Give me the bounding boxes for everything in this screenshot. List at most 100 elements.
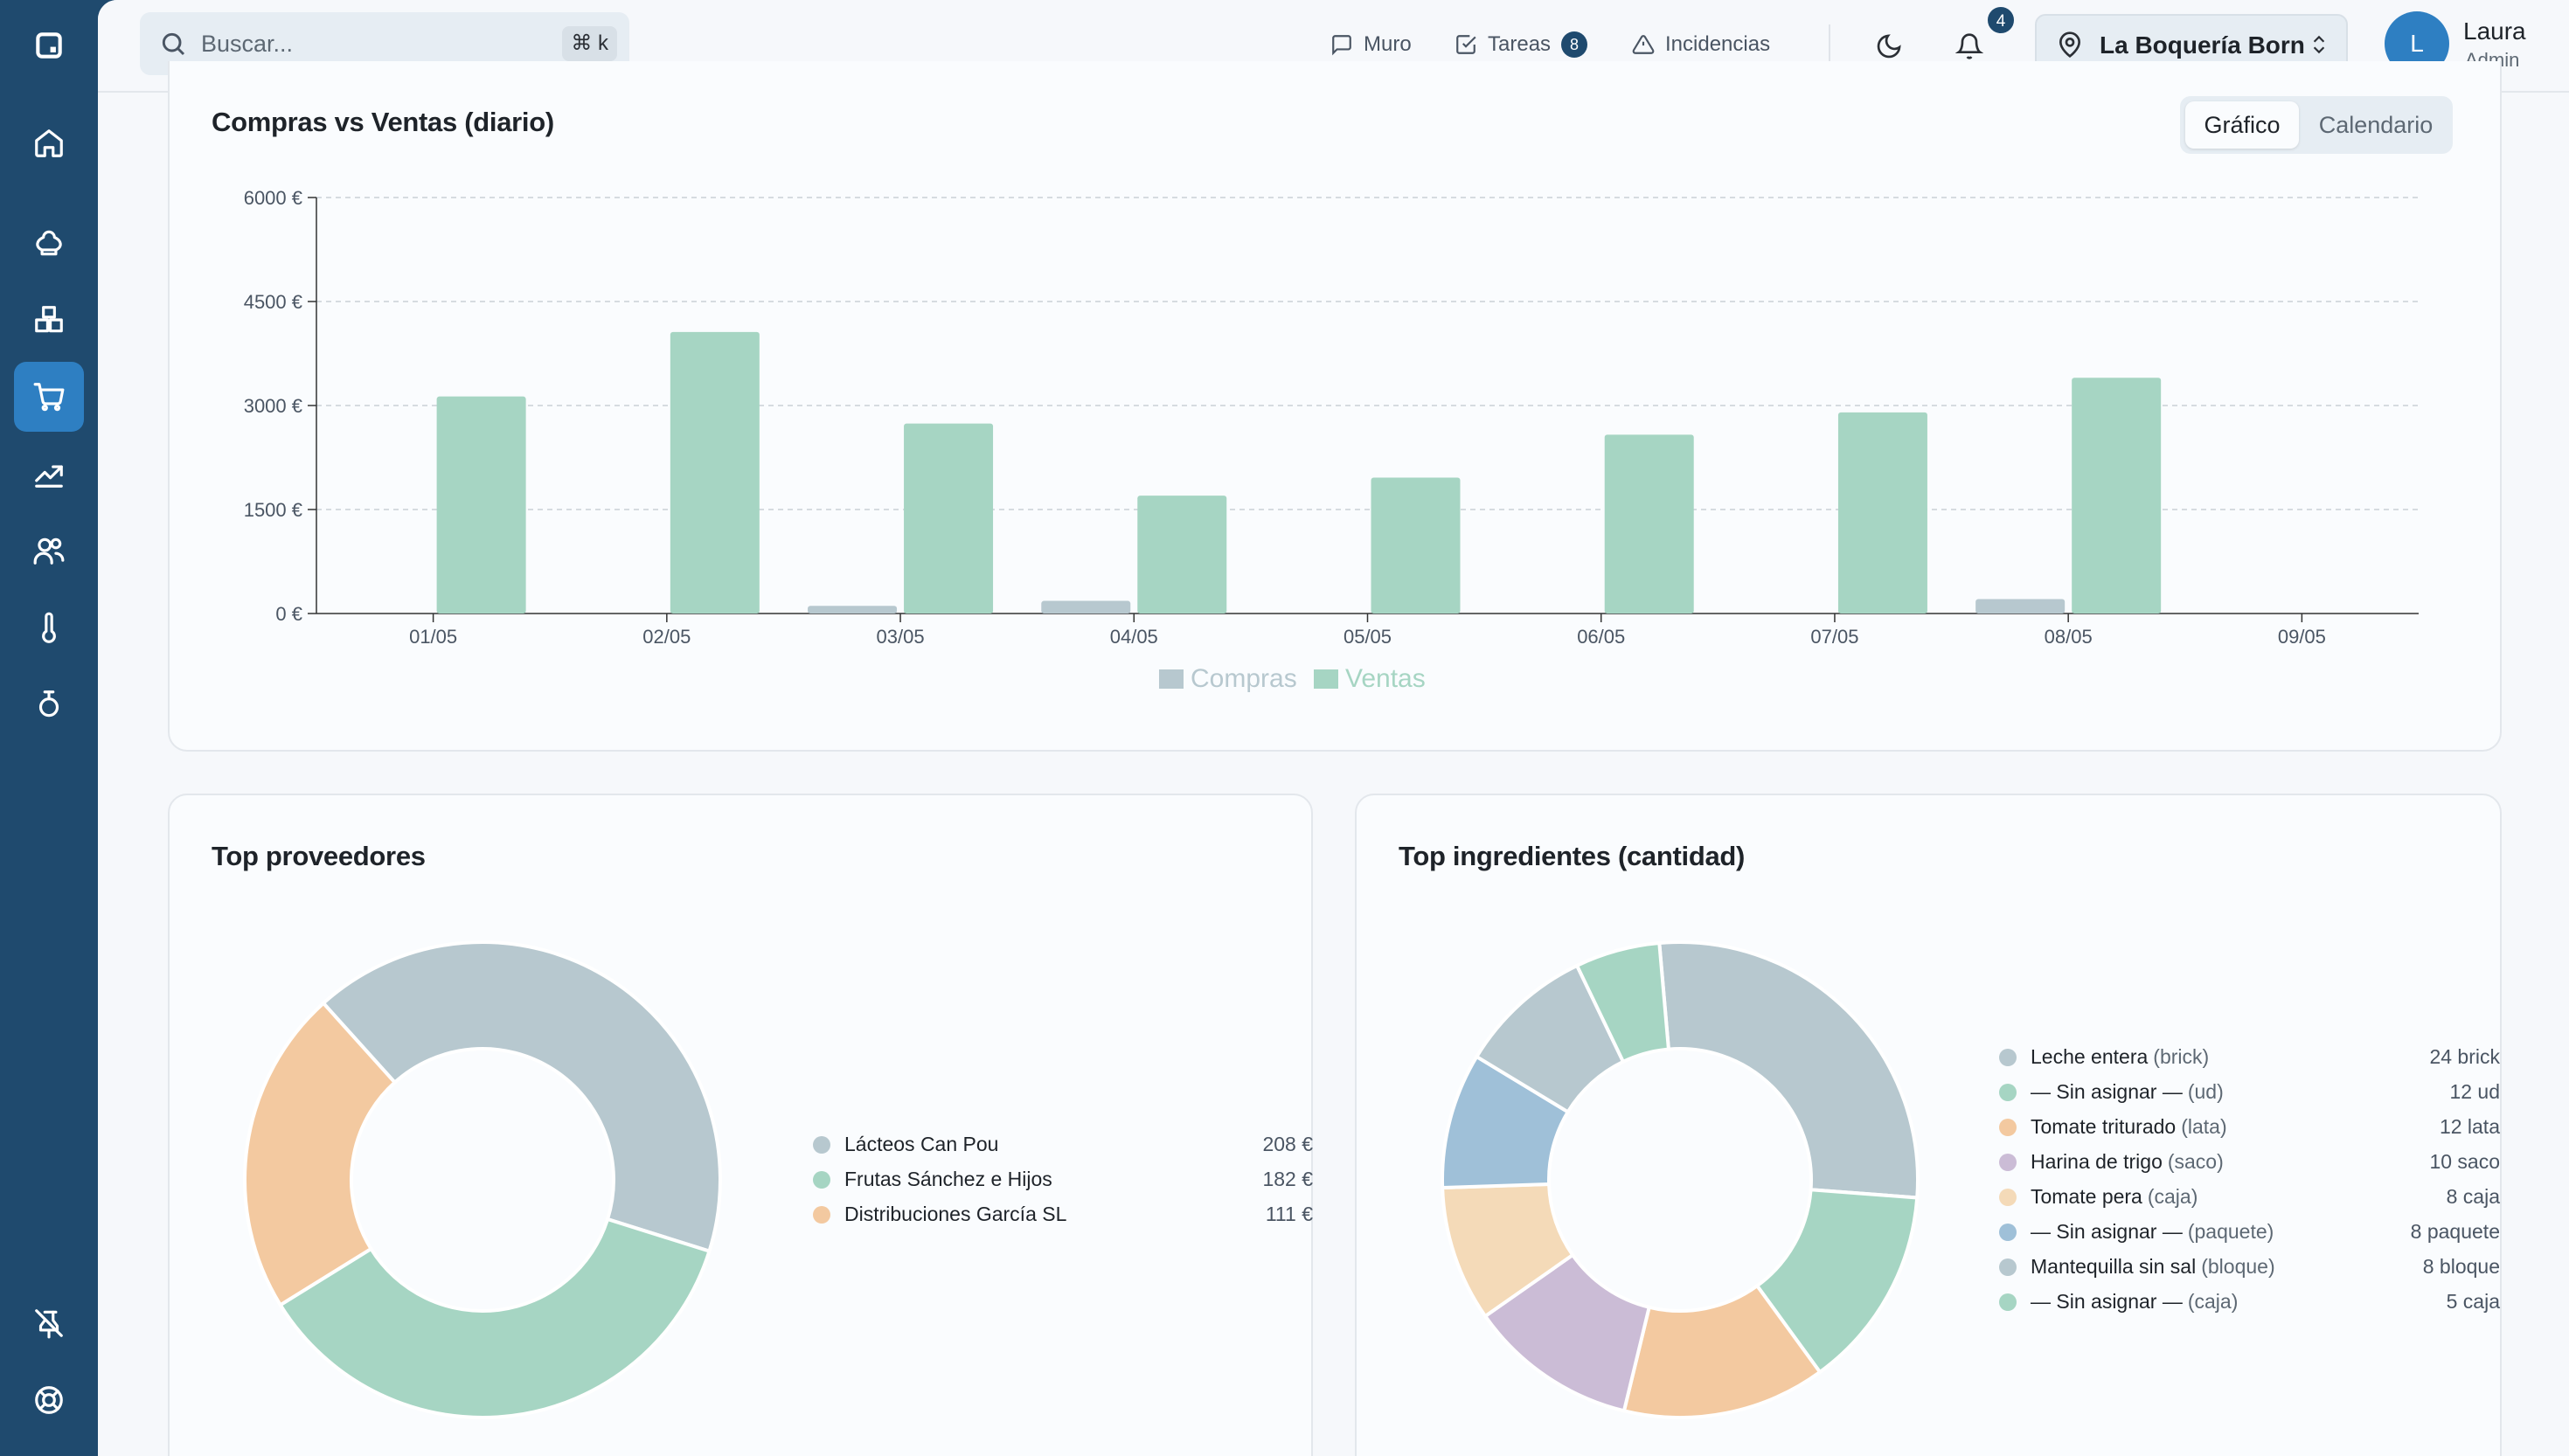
legend-value: 24 brick bbox=[2429, 1045, 2500, 1068]
legend-unit: (ud) bbox=[2187, 1080, 2224, 1103]
donut-slice[interactable] bbox=[277, 1217, 712, 1419]
trending-up-icon[interactable] bbox=[14, 439, 84, 509]
legend-value: 5 caja bbox=[2446, 1290, 2500, 1313]
donut-slice[interactable] bbox=[243, 1001, 398, 1307]
donut-slice[interactable] bbox=[1621, 1283, 1823, 1419]
cart-icon[interactable] bbox=[14, 362, 84, 432]
bar-ventas[interactable] bbox=[1604, 434, 1694, 614]
x-tick-label: 01/05 bbox=[409, 626, 457, 648]
top-ingredientes-donut bbox=[1441, 940, 1920, 1419]
legend-dot bbox=[1999, 1293, 2017, 1311]
bar-compras[interactable] bbox=[1041, 600, 1131, 614]
legend-value: 208 € bbox=[1262, 1133, 1313, 1155]
bar-ventas[interactable] bbox=[1371, 477, 1461, 614]
nav-muro[interactable]: Muro bbox=[1330, 26, 1412, 63]
legend-dot bbox=[1999, 1118, 2017, 1136]
y-tick-label: 3000 € bbox=[244, 395, 302, 417]
nav-incidencias[interactable]: Incidencias bbox=[1632, 26, 1770, 63]
legend-label: Leche entera bbox=[2031, 1045, 2149, 1068]
location-label: La Boquería Born bbox=[2100, 31, 2305, 59]
legend-unit: (caja) bbox=[2147, 1185, 2198, 1208]
view-toggle: Gráfico Calendario bbox=[2180, 96, 2453, 154]
tab-grafico[interactable]: Gráfico bbox=[2185, 101, 2299, 149]
donut-slice[interactable] bbox=[1754, 1188, 1920, 1375]
users-icon[interactable] bbox=[14, 516, 84, 586]
theme-toggle-button[interactable] bbox=[1867, 24, 1911, 68]
legend-label[interactable]: Compras bbox=[1191, 664, 1297, 693]
y-tick-label: 6000 € bbox=[244, 187, 302, 209]
legend-unit: (caja) bbox=[2187, 1290, 2239, 1313]
legend-label: Distribuciones García SL bbox=[844, 1203, 1067, 1225]
legend-label: Frutas Sánchez e Hijos bbox=[844, 1168, 1052, 1190]
boxes-icon[interactable] bbox=[14, 285, 84, 355]
legend-value: 12 ud bbox=[2449, 1080, 2500, 1103]
pin-off-icon[interactable] bbox=[14, 1288, 84, 1358]
chef-hat-icon[interactable] bbox=[14, 208, 84, 278]
legend-item: Lácteos Can Pou bbox=[813, 1133, 998, 1156]
legend-dot bbox=[1999, 1188, 2017, 1206]
donut-slice[interactable] bbox=[1574, 940, 1671, 1064]
legend-value: 8 paquete bbox=[2410, 1220, 2500, 1243]
legend-dot bbox=[1999, 1223, 2017, 1241]
bar-ventas[interactable] bbox=[1837, 412, 1927, 614]
legend-unit: (lata) bbox=[2181, 1115, 2227, 1138]
compras-ventas-title: Compras vs Ventas (diario) bbox=[212, 107, 554, 137]
bar-compras[interactable] bbox=[1975, 599, 2066, 614]
bar-compras[interactable] bbox=[808, 606, 898, 614]
donut-slice[interactable] bbox=[321, 940, 722, 1254]
x-tick-label: 02/05 bbox=[642, 626, 691, 648]
nav-tareas[interactable]: Tareas 8 bbox=[1455, 26, 1588, 63]
legend-value: 10 saco bbox=[2429, 1150, 2500, 1173]
notifications-button[interactable] bbox=[1948, 24, 1991, 68]
donut-slice[interactable] bbox=[1657, 940, 1920, 1200]
legend-label: — Sin asignar — bbox=[2031, 1290, 2183, 1313]
timer-icon[interactable] bbox=[14, 669, 84, 739]
check-square-icon bbox=[1456, 35, 1476, 54]
search-input[interactable] bbox=[201, 24, 533, 63]
bell-icon bbox=[1955, 33, 1983, 59]
legend-label: — Sin asignar — bbox=[2031, 1220, 2183, 1243]
home-icon[interactable] bbox=[14, 108, 84, 178]
life-buoy-icon[interactable] bbox=[14, 1365, 84, 1435]
legend-value: 111 € bbox=[1265, 1203, 1313, 1225]
legend-dot bbox=[1999, 1083, 2017, 1101]
legend-item: — Sin asignar — (ud) bbox=[1999, 1080, 2224, 1104]
legend-label[interactable]: Ventas bbox=[1345, 664, 1426, 693]
legend-label: Mantequilla sin sal bbox=[2031, 1255, 2197, 1278]
message-square-icon bbox=[1332, 35, 1351, 56]
legend-value: 8 bloque bbox=[2422, 1255, 2500, 1278]
bar-ventas[interactable] bbox=[436, 396, 526, 614]
top-ingredientes-title: Top ingredientes (cantidad) bbox=[1399, 841, 1746, 871]
nav-muro-label: Muro bbox=[1364, 32, 1412, 56]
bar-ventas[interactable] bbox=[2072, 378, 2162, 614]
legend-dot bbox=[1999, 1153, 2017, 1171]
legend-item: Harina de trigo (saco) bbox=[1999, 1150, 2224, 1174]
app-logo-icon[interactable] bbox=[14, 10, 84, 80]
legend-value: 8 caja bbox=[2446, 1185, 2500, 1208]
x-tick-label: 03/05 bbox=[877, 626, 925, 648]
legend-swatch bbox=[1314, 669, 1338, 689]
x-tick-label: 06/05 bbox=[1577, 626, 1625, 648]
legend-value: 12 lata bbox=[2439, 1115, 2500, 1138]
tab-calendario[interactable]: Calendario bbox=[2318, 112, 2434, 138]
legend-item: Tomate pera (caja) bbox=[1999, 1185, 2198, 1209]
legend-label: Tomate triturado bbox=[2031, 1115, 2177, 1138]
legend-dot bbox=[1999, 1258, 2017, 1276]
legend-label: — Sin asignar — bbox=[2031, 1080, 2183, 1103]
sidebar bbox=[0, 0, 98, 1456]
nav-tareas-label: Tareas bbox=[1488, 32, 1552, 56]
bar-ventas[interactable] bbox=[1137, 496, 1227, 614]
chevrons-up-down-icon bbox=[2313, 35, 2325, 54]
notifications-badge: 4 bbox=[1986, 5, 2016, 35]
legend-item: Frutas Sánchez e Hijos bbox=[813, 1168, 1052, 1191]
legend-label: Harina de trigo bbox=[2031, 1150, 2163, 1173]
thermometer-icon[interactable] bbox=[14, 593, 84, 662]
bar-ventas[interactable] bbox=[904, 423, 994, 614]
legend-item: Mantequilla sin sal (bloque) bbox=[1999, 1255, 2275, 1279]
search-shortcut: ⌘ k bbox=[562, 26, 617, 61]
legend-dot bbox=[813, 1170, 830, 1189]
user-name: Laura bbox=[2463, 17, 2526, 45]
bar-ventas[interactable] bbox=[670, 331, 760, 614]
header-divider bbox=[1829, 24, 1830, 68]
legend-dot bbox=[1999, 1048, 2017, 1066]
